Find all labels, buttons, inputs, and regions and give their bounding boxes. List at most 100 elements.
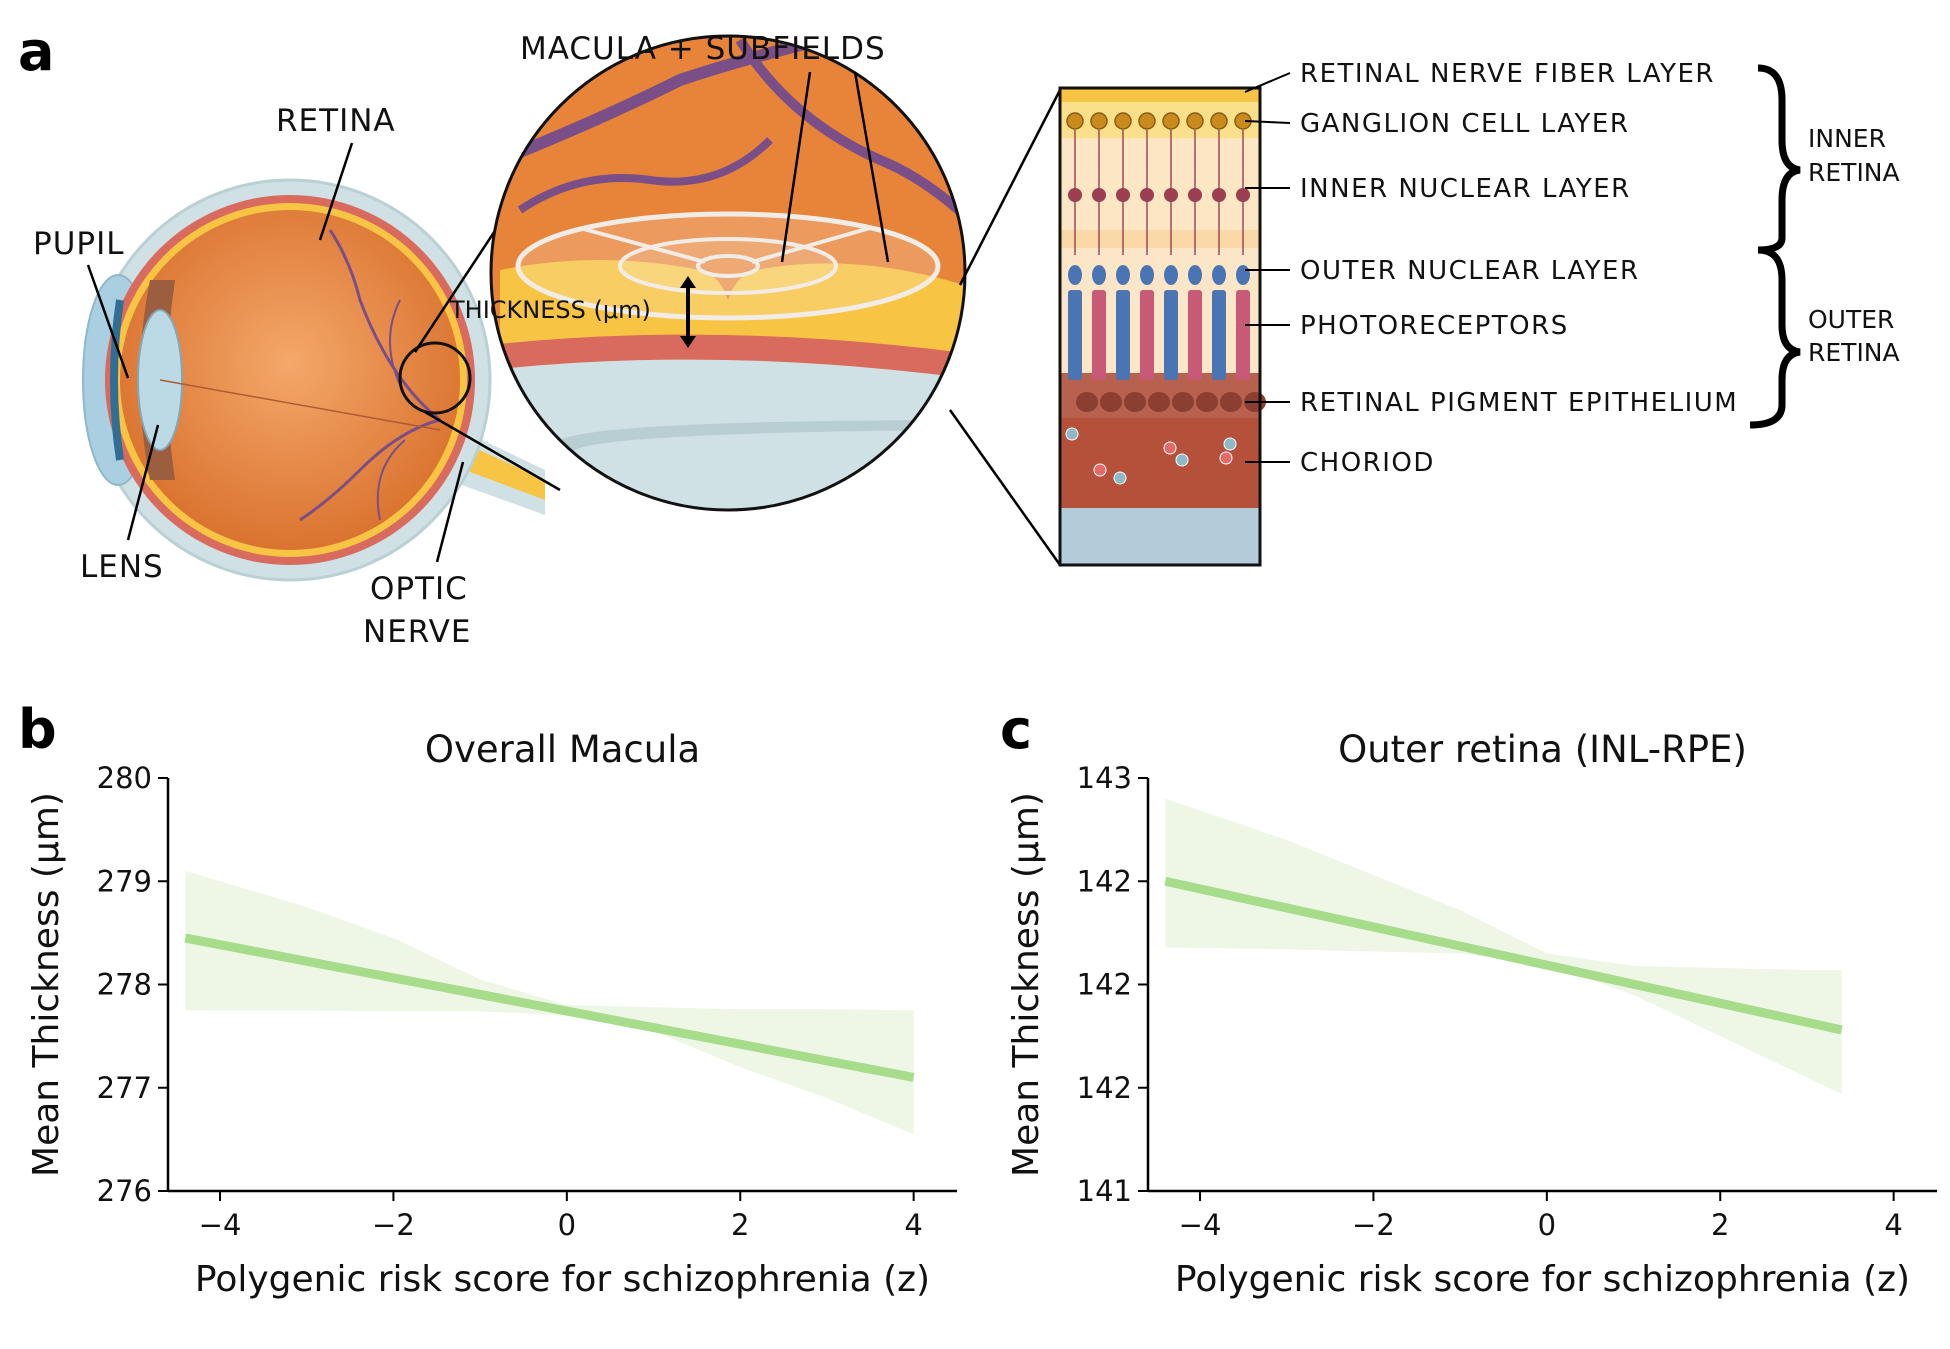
chart-title: Overall Macula	[425, 728, 700, 771]
regression-line	[184, 933, 915, 1082]
chart-outer-retina: −4 −2 0 2 4 141 142 142 142 143 Outer retina (INL-…	[1006, 728, 1937, 1300]
photoreceptor-segment	[1140, 290, 1154, 380]
inner-retina-brace	[1757, 64, 1801, 254]
leader-macula-2	[853, 71, 890, 263]
panel-letter-a: a	[18, 20, 54, 83]
y-tick-label: 279	[97, 864, 152, 898]
ganglion-cell	[1114, 112, 1132, 130]
ganglion-cell	[1162, 112, 1180, 130]
inl-cell	[1212, 188, 1226, 202]
label-inner-retina-2: RETINA	[1808, 158, 1900, 187]
onl-nucleus	[1236, 265, 1250, 285]
onl-nucleus	[1212, 265, 1226, 285]
x-tick-label: 0	[558, 1208, 576, 1242]
chart-overall-macula: −4 −2 0 2 4 276 277 278 279 280 Overall Macula Poly…	[26, 728, 957, 1300]
regression-line	[1164, 876, 1843, 1035]
label-lens: LENS	[80, 549, 164, 585]
label-pupil: PUPIL	[33, 226, 125, 262]
label-outer-retina-1: OUTER	[1808, 305, 1894, 334]
onl-nucleus	[1068, 265, 1082, 285]
ganglion-cell	[1186, 112, 1204, 130]
ganglion-cell	[1138, 112, 1156, 130]
retinal-layer-column	[1058, 86, 1266, 567]
label-macula: MACULA + SUBFIELDS	[520, 31, 886, 67]
y-axis-label: Mean Thickness (μm)	[26, 792, 67, 1177]
rpe-cell	[1100, 392, 1122, 412]
y-axis-label: Mean Thickness (μm)	[1006, 792, 1047, 1177]
choroid-blood-cell	[1113, 471, 1127, 485]
rpe-cell	[1172, 392, 1194, 412]
x-tick-label: 4	[1884, 1208, 1902, 1242]
x-tick-label: 0	[1538, 1208, 1556, 1242]
onl-nucleus	[1140, 265, 1154, 285]
onl-nucleus	[1092, 265, 1106, 285]
y-tick-label: 276	[97, 1174, 152, 1208]
choroid-blood-cell	[1223, 437, 1237, 451]
y-tick-label: 278	[97, 968, 152, 1002]
panel-letter-c: c	[1000, 698, 1032, 761]
rpe-cell	[1076, 392, 1098, 412]
y-tick-label: 280	[97, 761, 152, 795]
onl-nucleus	[1188, 265, 1202, 285]
photoreceptor-segment	[1068, 290, 1082, 380]
inl-cell	[1068, 188, 1082, 202]
leader-pupil	[86, 264, 130, 379]
leader-retina	[318, 142, 354, 241]
x-tick-label: 4	[904, 1208, 922, 1242]
ganglion-cell	[1210, 112, 1228, 130]
y-tick-label: 142	[1077, 968, 1132, 1002]
y-tick-label: 143	[1077, 761, 1132, 795]
y-tick-label: 277	[97, 1071, 152, 1105]
panel-letter-b: b	[18, 698, 57, 761]
confidence-band	[1165, 798, 1842, 1094]
rpe-cell	[1220, 392, 1242, 412]
layer-connector-top	[958, 89, 1062, 286]
x-tick-label: 2	[731, 1208, 749, 1242]
inl-cell	[1092, 188, 1106, 202]
ganglion-cell	[1090, 112, 1108, 130]
label-optic-nerve-2: NERVE	[363, 614, 471, 650]
layer-label: GANGLION CELL LAYER	[1300, 109, 1629, 139]
macula-zoom-circle	[489, 34, 967, 512]
layer-leader	[1244, 72, 1291, 93]
leader-lens	[126, 424, 160, 541]
leader-optic-nerve	[435, 461, 465, 563]
y-tick-label: 142	[1077, 1071, 1132, 1105]
x-tick-label: −2	[372, 1208, 415, 1242]
confidence-band	[185, 870, 914, 1135]
x-tick-label: 2	[1711, 1208, 1729, 1242]
y-tick-label: 142	[1077, 864, 1132, 898]
chart-title: Outer retina (INL-RPE)	[1338, 728, 1747, 771]
rpe-cell	[1124, 392, 1146, 412]
rpe-cell	[1148, 392, 1170, 412]
x-tick-label: −2	[1352, 1208, 1395, 1242]
layer-connector-bottom	[948, 409, 1062, 566]
inl-cell	[1188, 188, 1202, 202]
photoreceptor-segment	[1236, 290, 1250, 380]
zoom-connector-bottom	[424, 410, 561, 492]
layer-leader	[1244, 120, 1291, 124]
inl-cell	[1164, 188, 1178, 202]
photoreceptor-segment	[1188, 290, 1202, 380]
photoreceptor-segment	[1164, 290, 1178, 380]
ganglion-cell	[1066, 112, 1084, 130]
choroid-blood-cell	[1163, 441, 1177, 455]
layer-label: INNER NUCLEAR LAYER	[1300, 174, 1631, 204]
label-retina: RETINA	[276, 103, 396, 139]
thickness-label: THICKNESS (μm)	[449, 296, 651, 324]
y-tick-label: 141	[1077, 1174, 1132, 1208]
onl-nucleus	[1116, 265, 1130, 285]
photoreceptor-segment	[1092, 290, 1106, 380]
x-axis-label: Polygenic risk score for schizophrenia (…	[195, 1259, 930, 1300]
inl-cell	[1236, 188, 1250, 202]
outer-retina-brace	[1749, 246, 1801, 429]
layer-label: RETINAL NERVE FIBER LAYER	[1300, 59, 1715, 89]
layer-label: RETINAL PIGMENT EPITHELIUM	[1300, 388, 1738, 418]
layer-label: OUTER NUCLEAR LAYER	[1300, 256, 1640, 286]
inl-cell	[1116, 188, 1130, 202]
choroid-blood-cell	[1175, 453, 1189, 467]
label-optic-nerve-1: OPTIC	[370, 571, 468, 607]
x-tick-label: −4	[199, 1208, 242, 1242]
onl-nucleus	[1164, 265, 1178, 285]
